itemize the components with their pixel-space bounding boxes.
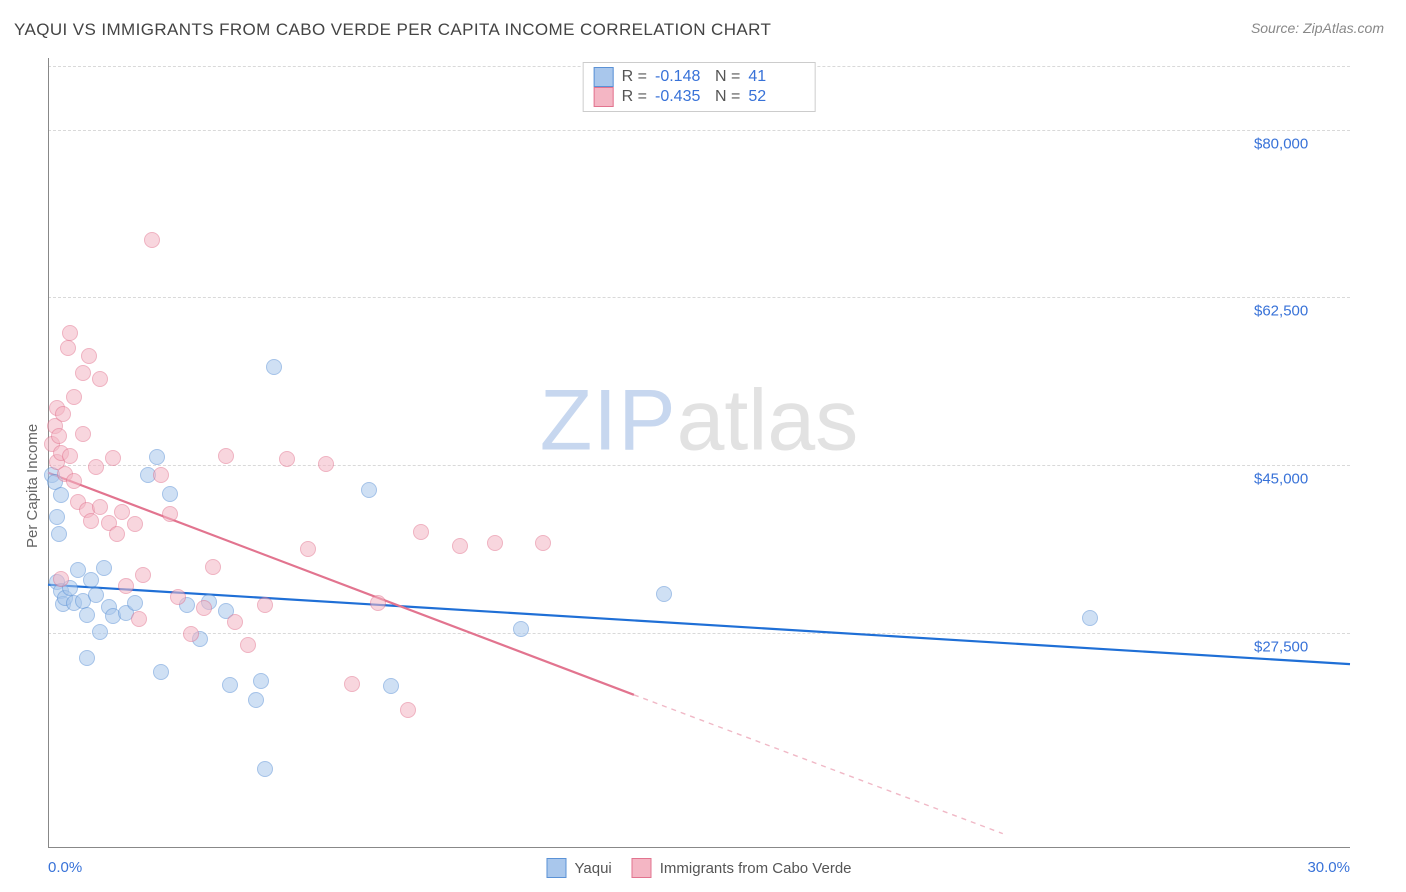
data-point: [53, 571, 69, 587]
data-point: [253, 673, 269, 689]
data-point: [300, 541, 316, 557]
data-point: [75, 426, 91, 442]
data-point: [248, 692, 264, 708]
data-point: [92, 371, 108, 387]
data-point: [114, 504, 130, 520]
data-point: [162, 506, 178, 522]
legend-item-2: Immigrants from Cabo Verde: [632, 858, 852, 878]
legend-swatch-2: [632, 858, 652, 878]
y-axis-label: Per Capita Income: [24, 424, 41, 548]
data-point: [66, 389, 82, 405]
stats-legend: R =-0.148 N =41 R =-0.435 N =52: [583, 62, 816, 112]
data-point: [205, 559, 221, 575]
data-point: [88, 459, 104, 475]
data-point: [240, 637, 256, 653]
swatch-series-1: [594, 67, 614, 87]
data-point: [279, 451, 295, 467]
data-point: [153, 467, 169, 483]
legend-item-1: Yaqui: [546, 858, 611, 878]
data-point: [92, 624, 108, 640]
data-point: [55, 406, 71, 422]
data-point: [218, 448, 234, 464]
data-point: [344, 676, 360, 692]
data-point: [83, 513, 99, 529]
data-point: [361, 482, 377, 498]
bottom-legend: Yaqui Immigrants from Cabo Verde: [546, 858, 851, 878]
data-point: [127, 516, 143, 532]
data-point: [92, 499, 108, 515]
chart-title: YAQUI VS IMMIGRANTS FROM CABO VERDE PER …: [14, 20, 771, 40]
data-point: [452, 538, 468, 554]
data-point: [153, 664, 169, 680]
data-point: [400, 702, 416, 718]
data-point: [79, 607, 95, 623]
data-point: [370, 595, 386, 611]
data-point: [413, 524, 429, 540]
legend-label-2: Immigrants from Cabo Verde: [660, 860, 852, 877]
data-point: [227, 614, 243, 630]
swatch-series-2: [594, 87, 614, 107]
data-point: [196, 600, 212, 616]
data-point: [535, 535, 551, 551]
x-tick-min: 0.0%: [48, 859, 82, 876]
source-attribution: Source: ZipAtlas.com: [1251, 20, 1384, 36]
data-point: [135, 567, 151, 583]
data-point: [105, 450, 121, 466]
data-point: [183, 626, 199, 642]
data-point: [318, 456, 334, 472]
data-point: [1082, 610, 1098, 626]
data-point: [487, 535, 503, 551]
data-point: [79, 650, 95, 666]
data-point: [49, 509, 65, 525]
data-point: [96, 560, 112, 576]
data-point: [62, 448, 78, 464]
data-point: [53, 487, 69, 503]
data-point: [127, 595, 143, 611]
data-point: [257, 761, 273, 777]
data-point: [266, 359, 282, 375]
data-point: [162, 486, 178, 502]
data-point: [144, 232, 160, 248]
data-point: [83, 572, 99, 588]
data-point: [51, 526, 67, 542]
data-point: [62, 325, 78, 341]
x-tick-max: 30.0%: [1307, 859, 1350, 876]
data-point: [656, 586, 672, 602]
legend-swatch-1: [546, 858, 566, 878]
data-point: [513, 621, 529, 637]
data-point: [222, 677, 238, 693]
data-point: [131, 611, 147, 627]
data-point: [257, 597, 273, 613]
data-point: [170, 589, 186, 605]
data-point: [383, 678, 399, 694]
data-point: [88, 587, 104, 603]
legend-label-1: Yaqui: [574, 860, 611, 877]
data-point: [60, 340, 76, 356]
data-point: [109, 526, 125, 542]
plot-area: ZIPatlas $80,000$62,500$45,000$27,500 Pe…: [48, 58, 1350, 848]
data-point: [75, 365, 91, 381]
data-point: [66, 473, 82, 489]
data-point: [149, 449, 165, 465]
data-point: [81, 348, 97, 364]
data-point: [118, 578, 134, 594]
trend-lines: [48, 58, 1350, 848]
stats-row-1: R =-0.148 N =41: [594, 67, 801, 87]
stats-row-2: R =-0.435 N =52: [594, 87, 801, 107]
data-point: [51, 428, 67, 444]
